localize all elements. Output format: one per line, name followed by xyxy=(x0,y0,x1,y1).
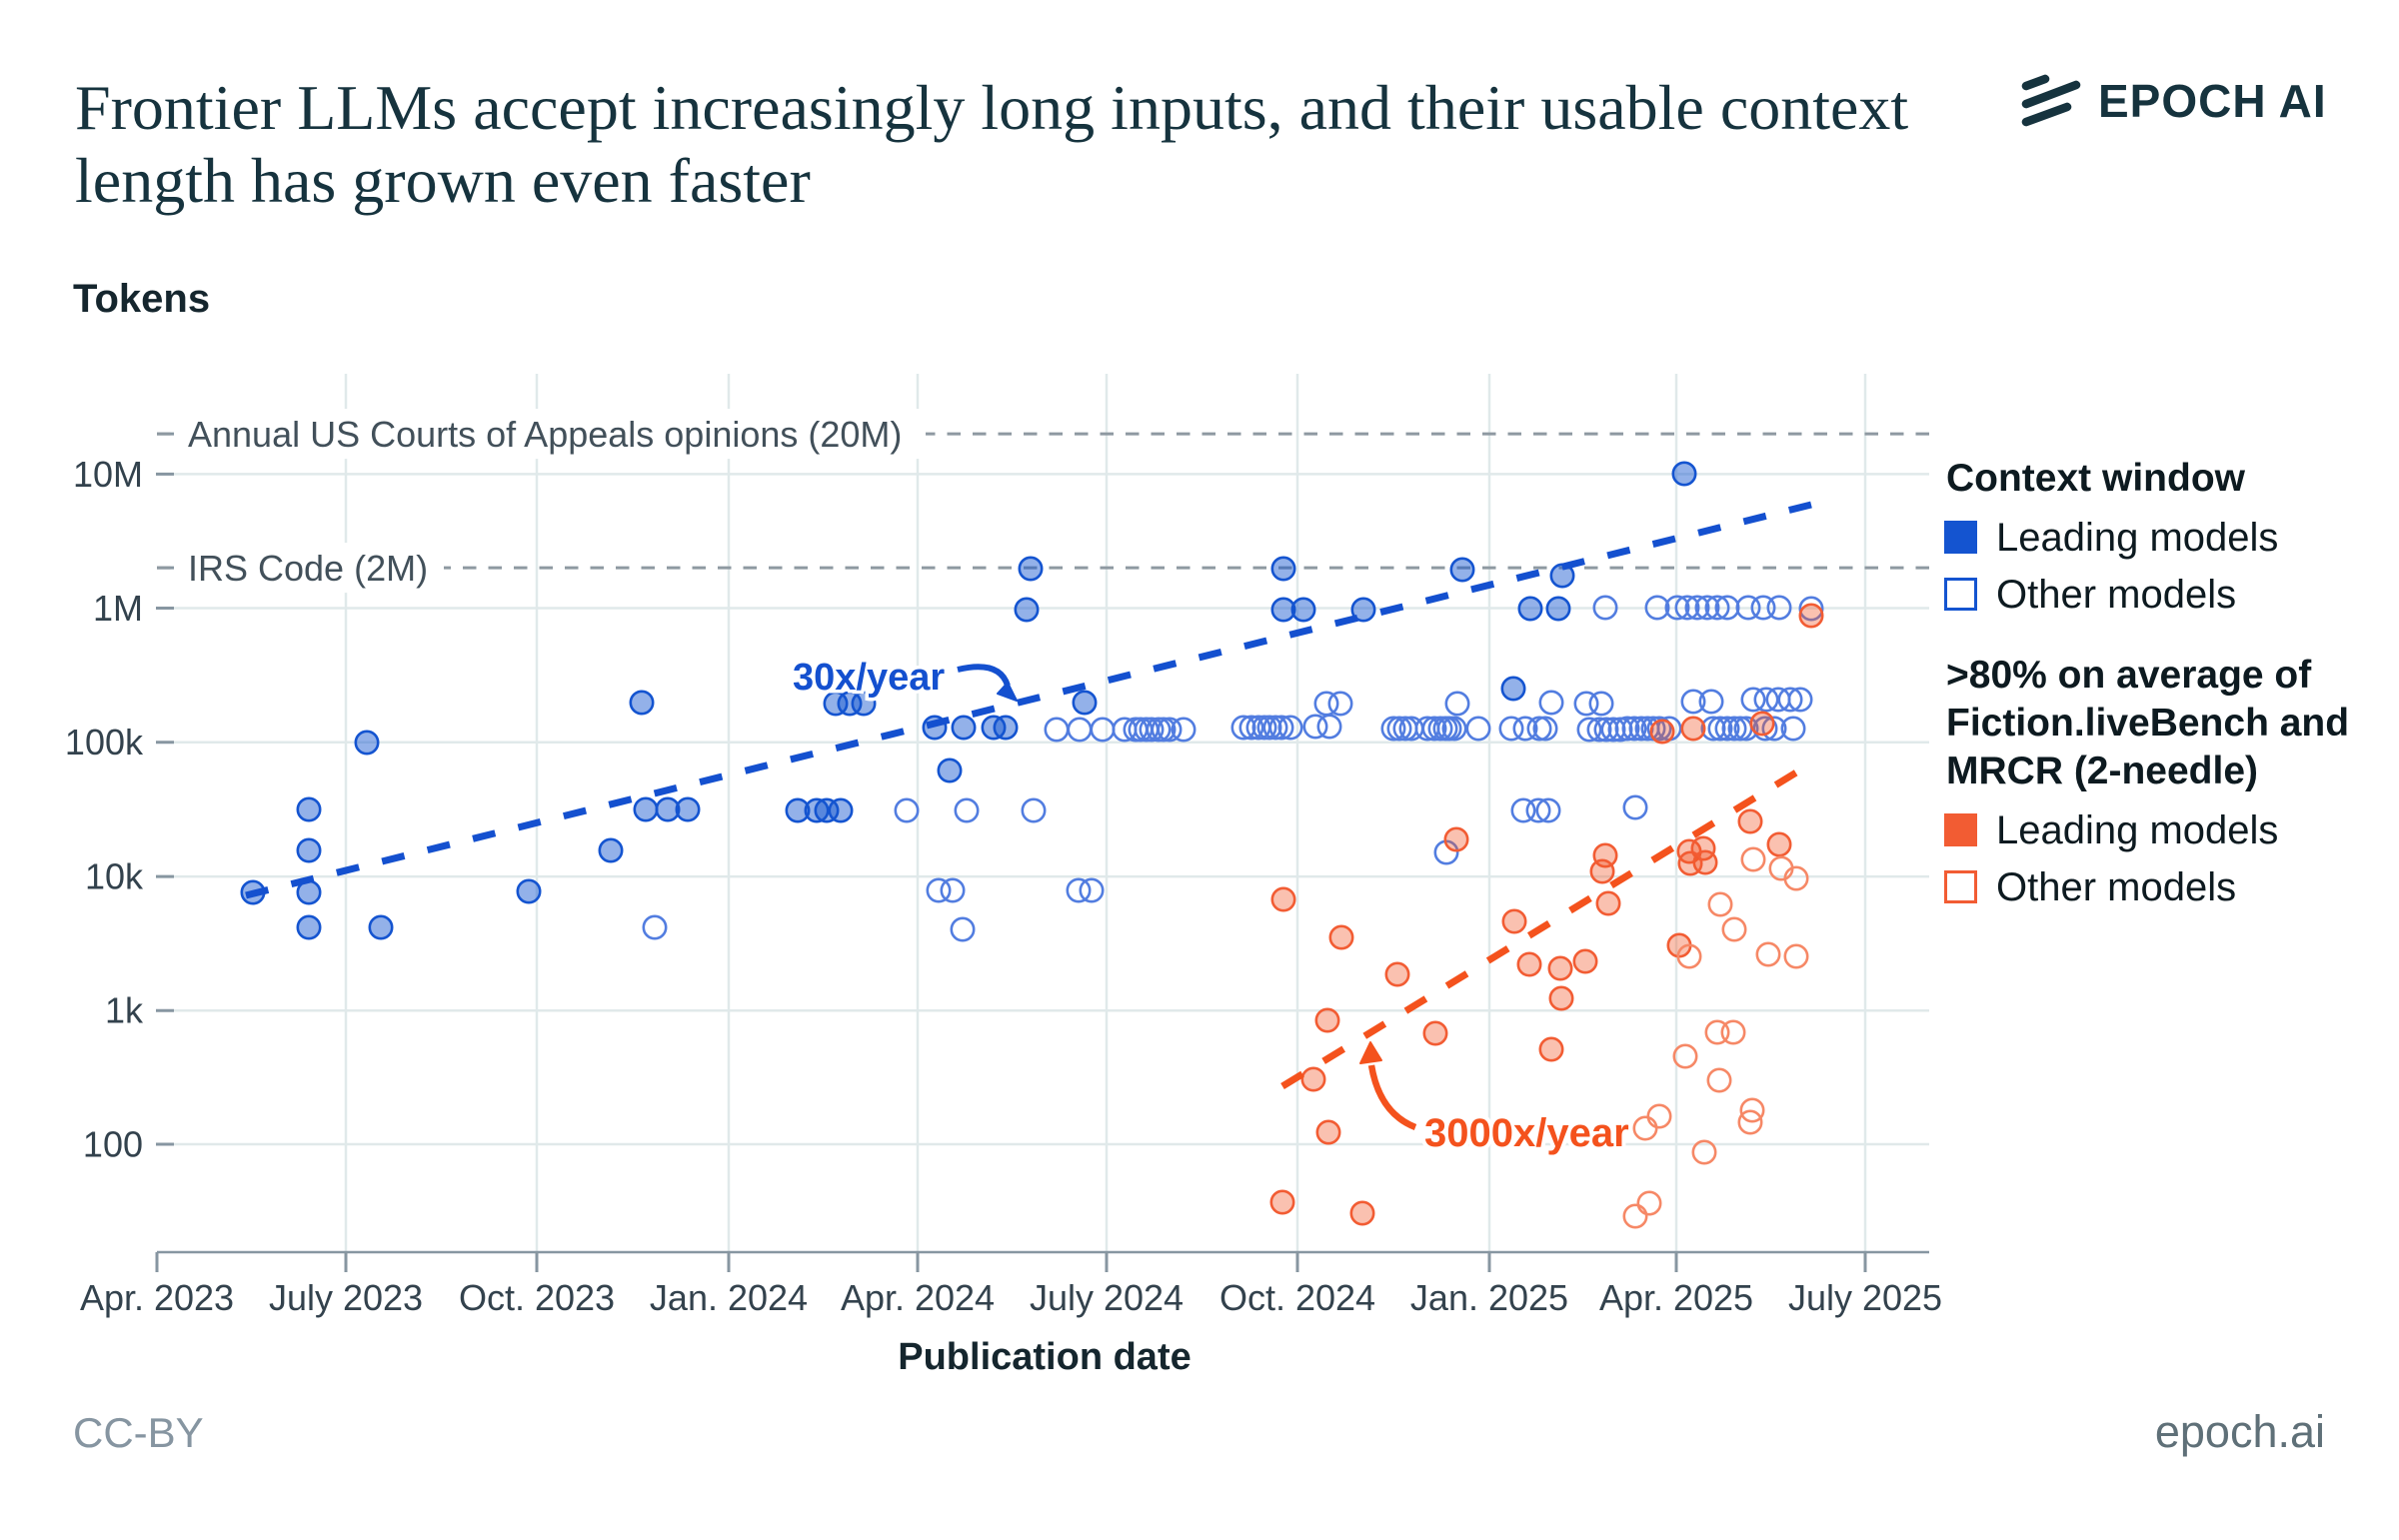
svg-text:epoch.ai: epoch.ai xyxy=(2155,1406,2325,1457)
svg-text:1k: 1k xyxy=(105,990,144,1031)
svg-text:10M: 10M xyxy=(73,454,143,495)
svg-text:Other models: Other models xyxy=(1996,865,2236,909)
svg-text:Oct. 2024: Oct. 2024 xyxy=(1219,1277,1375,1318)
svg-text:July 2025: July 2025 xyxy=(1788,1277,1942,1318)
svg-text:100: 100 xyxy=(83,1124,143,1165)
svg-text:1M: 1M xyxy=(93,588,143,629)
svg-text:Frontier LLMs accept increasin: Frontier LLMs accept increasingly long i… xyxy=(75,72,1908,143)
svg-text:30x/year: 30x/year xyxy=(793,657,945,699)
svg-text:length has grown even faster: length has grown even faster xyxy=(75,145,811,216)
svg-text:Jan. 2024: Jan. 2024 xyxy=(650,1277,808,1318)
svg-text:100k: 100k xyxy=(65,722,144,763)
svg-text:Leading models: Leading models xyxy=(1996,516,2278,560)
svg-text:10k: 10k xyxy=(85,856,144,897)
svg-text:Annual US Courts of Appeals op: Annual US Courts of Appeals opinions (20… xyxy=(188,414,902,455)
svg-text:Apr. 2024: Apr. 2024 xyxy=(841,1277,995,1318)
svg-text:Tokens: Tokens xyxy=(73,277,210,321)
svg-text:IRS Code (2M): IRS Code (2M) xyxy=(188,548,428,589)
svg-text:Leading models: Leading models xyxy=(1996,808,2278,852)
svg-text:EPOCH AI: EPOCH AI xyxy=(2098,75,2327,127)
svg-text:July 2023: July 2023 xyxy=(269,1277,423,1318)
svg-text:Other models: Other models xyxy=(1996,573,2236,617)
svg-text:CC-BY: CC-BY xyxy=(73,1409,204,1456)
svg-text:Apr. 2023: Apr. 2023 xyxy=(80,1277,234,1318)
svg-text:Publication date: Publication date xyxy=(898,1336,1191,1378)
svg-text:July 2024: July 2024 xyxy=(1030,1277,1184,1318)
svg-text:Fiction.liveBench and: Fiction.liveBench and xyxy=(1946,702,2349,745)
svg-text:MRCR (2-needle): MRCR (2-needle) xyxy=(1946,750,2258,792)
svg-text:Oct. 2023: Oct. 2023 xyxy=(459,1277,615,1318)
svg-text:3000x/year: 3000x/year xyxy=(1424,1111,1629,1155)
svg-text:>80% on average of: >80% on average of xyxy=(1946,654,2312,697)
svg-text:Jan. 2025: Jan. 2025 xyxy=(1410,1277,1568,1318)
svg-text:Context window: Context window xyxy=(1946,457,2246,500)
svg-text:Apr. 2025: Apr. 2025 xyxy=(1599,1277,1753,1318)
